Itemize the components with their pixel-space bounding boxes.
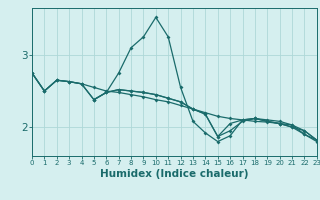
X-axis label: Humidex (Indice chaleur): Humidex (Indice chaleur) <box>100 169 249 179</box>
